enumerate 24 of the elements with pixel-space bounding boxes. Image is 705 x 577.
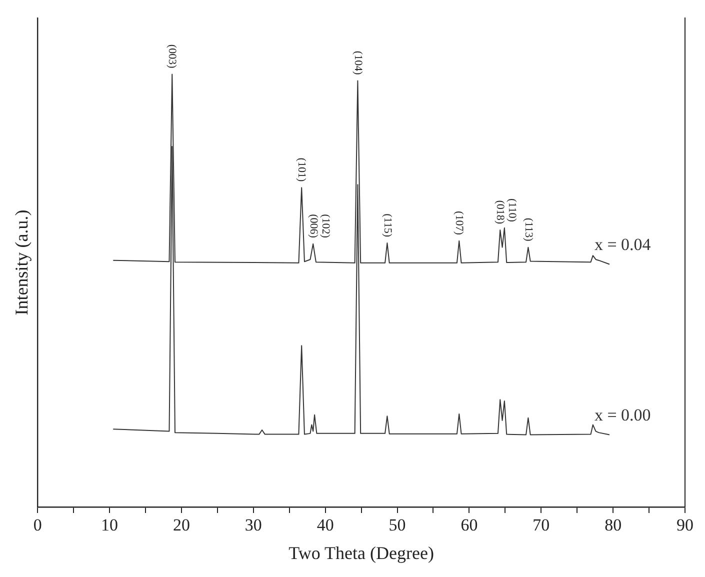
x-tick-label: 40 bbox=[316, 516, 334, 535]
x-axis-title: Two Theta (Degree) bbox=[288, 542, 434, 563]
annotation: (110) bbox=[506, 198, 518, 222]
annotation: (101) bbox=[296, 158, 308, 182]
x-tick-label: 80 bbox=[604, 516, 622, 535]
y-axis-title: Intensity (a.u.) bbox=[12, 210, 32, 316]
x-tick-label: 90 bbox=[676, 516, 694, 535]
x-tick-label: 10 bbox=[101, 516, 118, 535]
x-tick-label: 0 bbox=[33, 516, 42, 535]
x-tick-label: 30 bbox=[244, 516, 262, 535]
x-tick-label: 60 bbox=[460, 516, 478, 535]
annotation: (003) bbox=[166, 44, 178, 69]
annotation: (115) bbox=[381, 214, 394, 238]
annotation: (006) bbox=[308, 214, 320, 238]
annotation: (018) bbox=[494, 200, 506, 224]
annotation: (113) bbox=[522, 218, 534, 242]
x-tick-label: 70 bbox=[532, 516, 550, 535]
series-label: x = 0.00 bbox=[594, 406, 651, 425]
series-label: x = 0.04 bbox=[594, 235, 652, 254]
x-tick-label: 20 bbox=[172, 516, 190, 535]
annotation: (107) bbox=[453, 211, 466, 236]
x-tick-label: 50 bbox=[388, 516, 406, 535]
annotation: (102) bbox=[320, 214, 332, 238]
annotation: (104) bbox=[352, 50, 364, 76]
